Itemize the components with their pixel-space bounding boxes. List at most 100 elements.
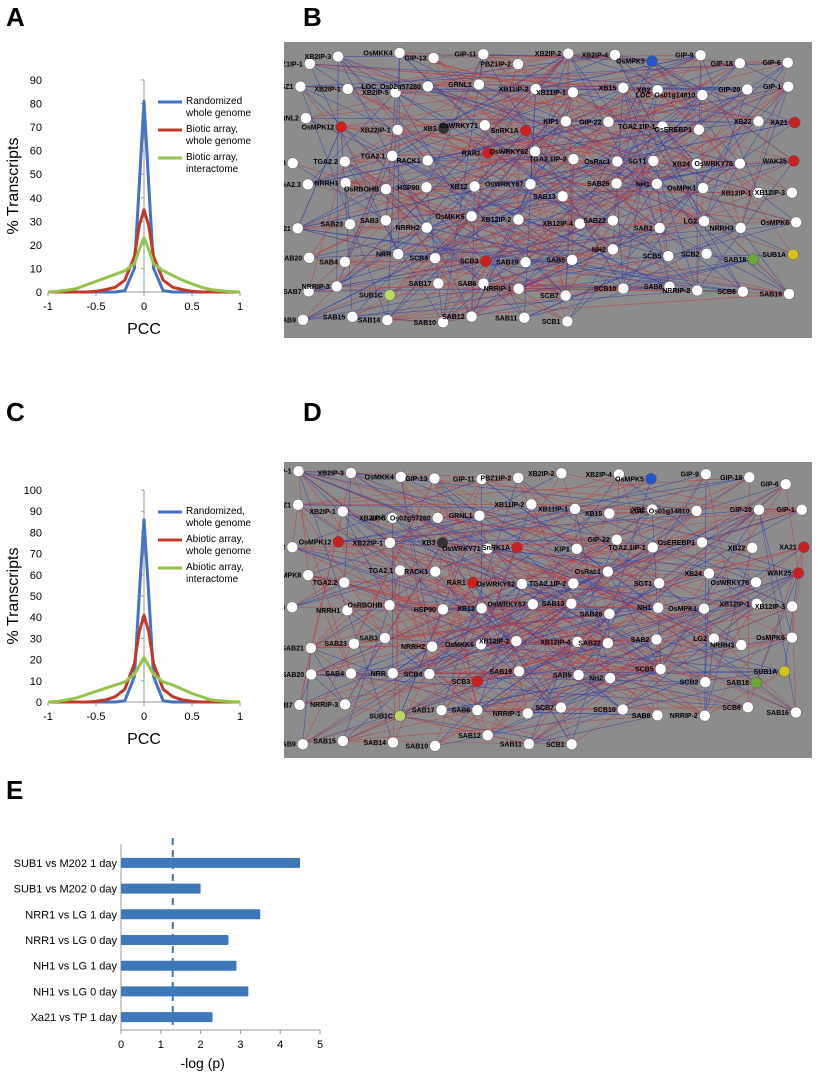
network-node-label: SAB9 <box>284 742 296 749</box>
edge <box>337 56 427 228</box>
network-node <box>567 577 580 590</box>
network-node <box>779 478 792 490</box>
edge <box>292 606 659 609</box>
network-node-label: TGA2.1IP-2 <box>529 157 566 164</box>
network-node <box>384 537 396 549</box>
network-node-label: SAB21 <box>284 226 291 233</box>
edge <box>485 62 788 262</box>
network-node <box>742 701 754 714</box>
network-node <box>339 698 351 711</box>
y-tick-label: 20 <box>30 655 42 667</box>
network-node-label: PBZ1IP-1 <box>284 469 292 476</box>
network-node-label: OsWRKY67 <box>485 182 524 189</box>
network-node <box>746 542 759 554</box>
network-node <box>646 503 658 516</box>
edge <box>702 94 741 228</box>
network-node <box>302 178 314 191</box>
network-node-label: XB3 <box>422 540 436 547</box>
network-node <box>335 121 347 133</box>
edge <box>651 60 794 162</box>
edge <box>397 129 740 164</box>
network-node <box>602 116 615 128</box>
edge <box>579 60 653 224</box>
edge <box>336 227 427 287</box>
network-node-label: SAB10 <box>413 320 436 327</box>
network-node-label: SAB26 <box>580 611 603 618</box>
network-node-label: LG2 <box>683 219 697 226</box>
network-node-label: TGA2.1IP-1 <box>608 545 645 552</box>
edge <box>350 673 488 736</box>
network-node-label: NRR <box>371 671 386 678</box>
edge <box>528 639 657 745</box>
edge <box>308 183 657 292</box>
edge <box>309 63 740 164</box>
network-node <box>339 256 351 268</box>
edge <box>713 603 757 639</box>
edge <box>528 715 658 745</box>
x-axis-label: PCC <box>127 321 161 338</box>
network-node <box>786 186 798 199</box>
y-axis-label: % Transcripts <box>5 548 22 645</box>
network-node <box>383 599 396 611</box>
network-node <box>708 632 720 645</box>
x-tick-label: 0 <box>118 1039 124 1051</box>
network-node <box>796 503 808 516</box>
edge <box>400 476 759 511</box>
y-axis-label: % Transcripts <box>5 138 22 235</box>
network-node <box>300 112 312 124</box>
edge <box>616 474 620 540</box>
network-node <box>473 78 485 91</box>
network-node <box>481 542 494 555</box>
network-node-label: GRNL2 <box>284 545 285 552</box>
y-tick-label: 50 <box>30 591 42 603</box>
network-node-label: OsMPK5 <box>616 59 645 66</box>
network-node-label: XB12IP-1 <box>719 601 749 608</box>
network-node <box>691 158 703 170</box>
network-node <box>345 667 357 680</box>
x-tick-label: -1 <box>43 711 53 723</box>
network-node <box>602 565 614 578</box>
network-node-label: SAB14 <box>364 740 387 747</box>
network-node-label: LOC_Os01g14810 <box>636 93 696 100</box>
network-node <box>437 603 449 616</box>
edge <box>344 223 581 263</box>
network-node-label: GIP-1 <box>763 84 781 91</box>
network-node-label: SAB18 <box>726 680 749 687</box>
y-tick-label: 40 <box>30 612 42 624</box>
network-node <box>610 533 623 546</box>
network-node-label: PBZ1IP-2 <box>480 475 511 482</box>
network-node <box>604 672 616 684</box>
category-label: NH1 vs LG 0 day <box>33 986 117 998</box>
network-node-label: OsWRKY71 <box>442 546 481 553</box>
edge <box>472 474 620 583</box>
edge <box>297 126 342 229</box>
edge <box>342 511 659 609</box>
edge <box>311 539 617 675</box>
edge <box>297 221 797 229</box>
network-node <box>393 47 406 59</box>
y-tick-label: 10 <box>30 676 42 688</box>
network-node-label: SCB2 <box>681 251 700 258</box>
network-node-label: SAB13 <box>533 194 556 201</box>
x-tick-label: 4 <box>277 1039 283 1051</box>
edge <box>703 89 748 222</box>
edge <box>612 183 617 221</box>
edge <box>702 89 748 96</box>
network-node-label: SCB7 <box>540 293 559 300</box>
network-node-label: XB12IP-4 <box>543 221 573 228</box>
network-node-label: XB2IP-2 <box>528 471 555 478</box>
edge <box>400 476 528 714</box>
edge <box>350 673 528 714</box>
edge <box>607 509 653 572</box>
edge <box>610 677 748 708</box>
edge <box>300 62 788 87</box>
network-node-label: OsMPK5 <box>615 476 644 483</box>
edge <box>481 607 578 643</box>
network-node-label: SAB5 <box>546 257 565 264</box>
network-node-label: SCB4 <box>404 671 423 678</box>
network-node-label: OsMPK8 <box>284 573 301 580</box>
edge <box>344 573 709 583</box>
network-node <box>566 254 578 266</box>
network-node <box>429 565 442 578</box>
network-node-label: SUB1C <box>359 293 383 300</box>
